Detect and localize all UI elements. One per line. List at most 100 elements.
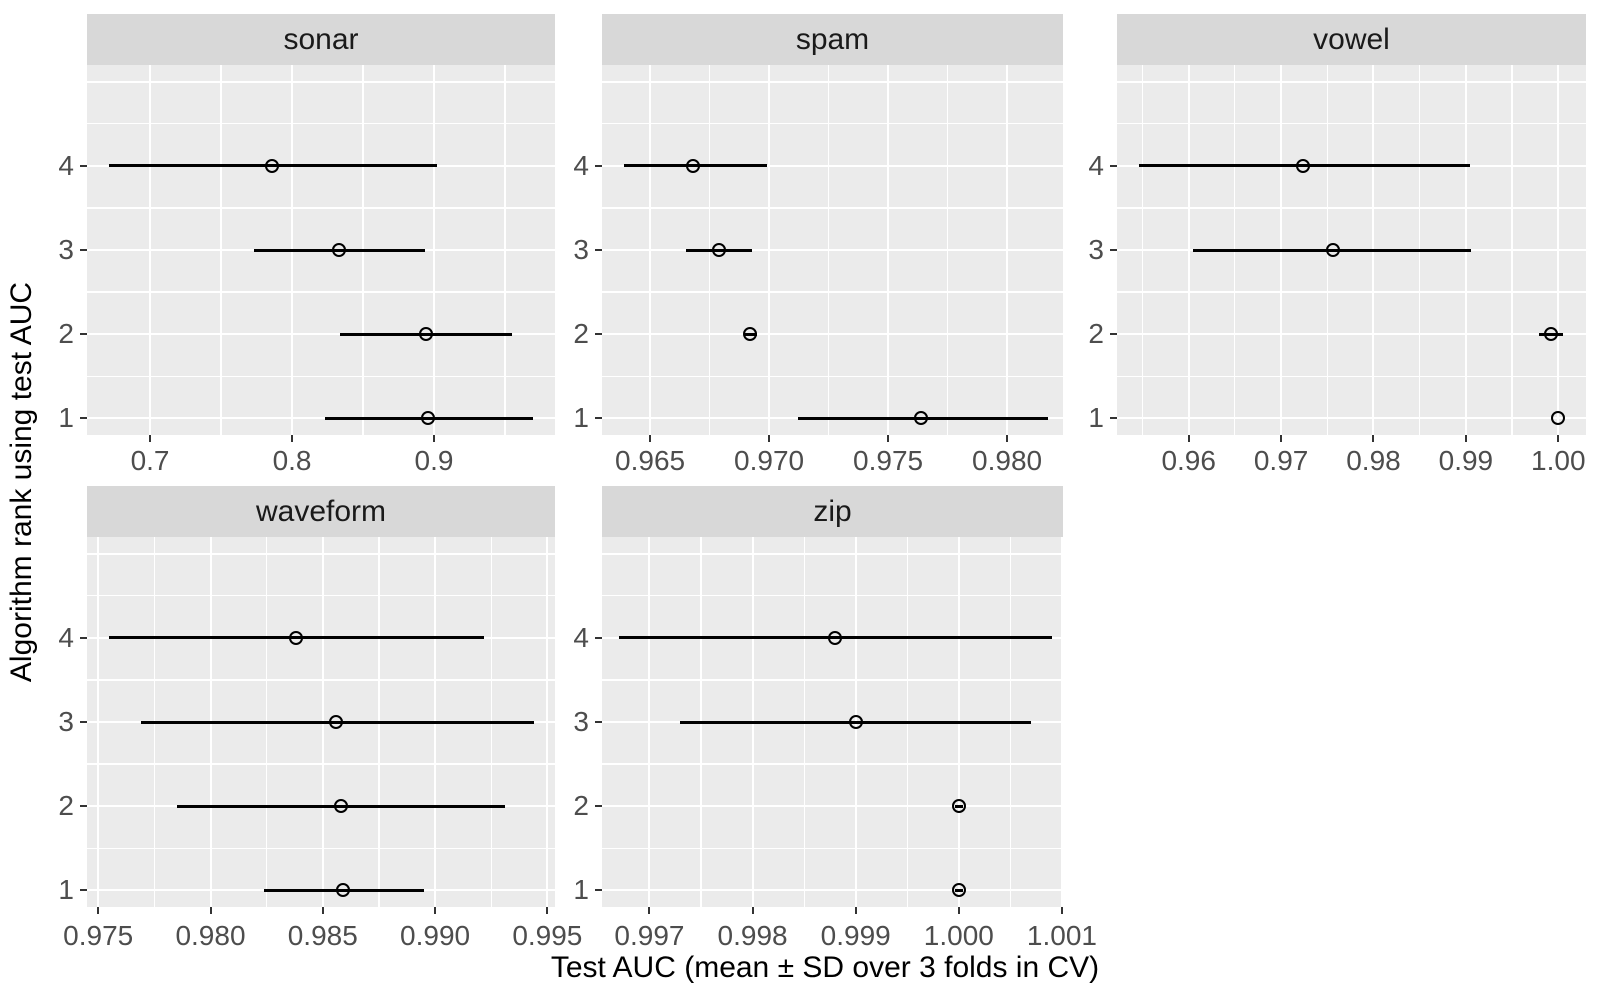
y-tick-mark bbox=[80, 721, 87, 723]
x-tick-label: 0.999 bbox=[820, 920, 891, 951]
plot-area-zip bbox=[602, 537, 1063, 907]
y-tick-mark bbox=[595, 417, 602, 420]
x-tick-mark bbox=[648, 907, 651, 914]
gridline-y-minor bbox=[1117, 123, 1586, 125]
x-tick-mark bbox=[434, 907, 437, 914]
data-point bbox=[1325, 243, 1340, 257]
x-tick-mark bbox=[1464, 435, 1467, 442]
gridline-y-minor bbox=[602, 123, 1063, 125]
data-point bbox=[951, 883, 966, 898]
y-tick-label: 4 bbox=[58, 149, 74, 181]
y-tick-label: 4 bbox=[573, 149, 589, 181]
facet-strip-label: vowel bbox=[1313, 22, 1390, 56]
gridline-y-minor bbox=[87, 291, 555, 293]
y-tick-mark bbox=[80, 333, 87, 336]
y-tick-mark bbox=[595, 805, 602, 808]
gridline-y-major bbox=[602, 333, 1063, 336]
data-point bbox=[914, 411, 929, 426]
y-tick-label: 3 bbox=[58, 706, 74, 737]
gridline-y-minor bbox=[602, 207, 1063, 209]
y-tick-mark bbox=[595, 333, 602, 336]
plot-area-waveform bbox=[87, 537, 555, 907]
y-tick-label: 1 bbox=[1088, 402, 1104, 434]
y-tick-mark bbox=[80, 249, 87, 251]
gridline-y-major bbox=[87, 552, 555, 555]
gridline-y-major bbox=[602, 805, 1063, 808]
data-point bbox=[848, 715, 863, 729]
facet-strip-label: waveform bbox=[255, 494, 387, 528]
facet-strip-label: sonar bbox=[283, 22, 359, 56]
x-tick-label: 0.99 bbox=[1438, 445, 1494, 476]
x-axis-title: Test AUC (mean ± SD over 3 folds in CV) bbox=[550, 951, 1100, 984]
x-tick-mark bbox=[957, 907, 960, 914]
gridline-y-major bbox=[87, 417, 555, 420]
gridline-y-major bbox=[602, 552, 1063, 555]
x-tick-mark bbox=[751, 907, 754, 914]
x-tick-mark bbox=[887, 435, 890, 442]
gridline-y-minor bbox=[1117, 291, 1586, 293]
gridline-y-minor bbox=[602, 291, 1063, 293]
data-point bbox=[712, 243, 727, 257]
x-tick-label: 0.998 bbox=[717, 920, 788, 951]
x-tick-mark bbox=[1060, 907, 1063, 914]
y-tick-label: 1 bbox=[573, 874, 589, 906]
x-tick-label: 0.965 bbox=[615, 445, 686, 476]
x-tick-mark bbox=[149, 435, 152, 442]
y-tick-label: 1 bbox=[573, 402, 589, 434]
x-tick-mark bbox=[209, 907, 212, 914]
gridline-y-major bbox=[87, 333, 555, 336]
y-tick-mark bbox=[80, 889, 87, 892]
y-tick-mark bbox=[80, 636, 87, 639]
y-tick-label: 1 bbox=[58, 874, 74, 906]
x-tick-label: 1.001 bbox=[1026, 920, 1097, 951]
gridline-y-minor bbox=[602, 847, 1063, 849]
x-tick-mark bbox=[768, 435, 771, 442]
gridline-y-minor bbox=[87, 123, 555, 125]
facet-strip-vowel: vowel bbox=[1117, 14, 1586, 65]
x-tick-mark bbox=[321, 907, 324, 914]
x-tick-label: 0.997 bbox=[614, 920, 685, 951]
y-tick-label: 4 bbox=[573, 621, 589, 653]
x-tick-label: 0.97 bbox=[1253, 445, 1309, 476]
data-point bbox=[288, 630, 303, 645]
data-point bbox=[1543, 327, 1558, 342]
gridline-y-major bbox=[1117, 417, 1586, 420]
x-tick-mark bbox=[1187, 435, 1190, 442]
x-tick-label: 0.990 bbox=[400, 920, 471, 951]
x-tick-label: 1.00 bbox=[1531, 445, 1586, 476]
x-tick-mark bbox=[546, 907, 549, 914]
x-tick-label: 0.9 bbox=[414, 445, 454, 476]
x-tick-label: 0.975 bbox=[63, 920, 134, 951]
x-tick-label: 0.970 bbox=[734, 445, 805, 476]
y-tick-label: 2 bbox=[573, 790, 589, 822]
plot-area-vowel bbox=[1117, 65, 1586, 435]
x-tick-label: 0.7 bbox=[130, 445, 170, 476]
gridline-y-minor bbox=[87, 207, 555, 209]
x-tick-mark bbox=[1280, 435, 1283, 442]
y-tick-mark bbox=[595, 636, 602, 639]
data-point bbox=[421, 411, 436, 426]
facet-strip-waveform: waveform bbox=[87, 486, 555, 537]
x-tick-mark bbox=[433, 435, 436, 442]
y-tick-label: 2 bbox=[1088, 318, 1104, 350]
y-tick-mark bbox=[595, 889, 602, 892]
data-point bbox=[418, 327, 433, 342]
data-point bbox=[1551, 411, 1566, 426]
x-tick-mark bbox=[1557, 435, 1560, 442]
y-tick-label: 2 bbox=[58, 790, 74, 822]
facet-strip-spam: spam bbox=[602, 14, 1063, 65]
facet-strip-zip: zip bbox=[602, 486, 1063, 537]
gridline-y-major bbox=[602, 80, 1063, 83]
y-tick-mark bbox=[80, 417, 87, 420]
gridline-y-minor bbox=[87, 847, 555, 849]
plot-area-spam bbox=[602, 65, 1063, 435]
plot-area-sonar bbox=[87, 65, 555, 435]
facet-strip-label: spam bbox=[795, 22, 870, 56]
gridline-y-major bbox=[87, 80, 555, 83]
y-tick-label: 3 bbox=[573, 706, 589, 737]
gridline-y-major bbox=[1117, 333, 1586, 336]
gridline-y-minor bbox=[87, 375, 555, 377]
data-point bbox=[329, 715, 344, 729]
gridline-y-minor bbox=[87, 595, 555, 597]
